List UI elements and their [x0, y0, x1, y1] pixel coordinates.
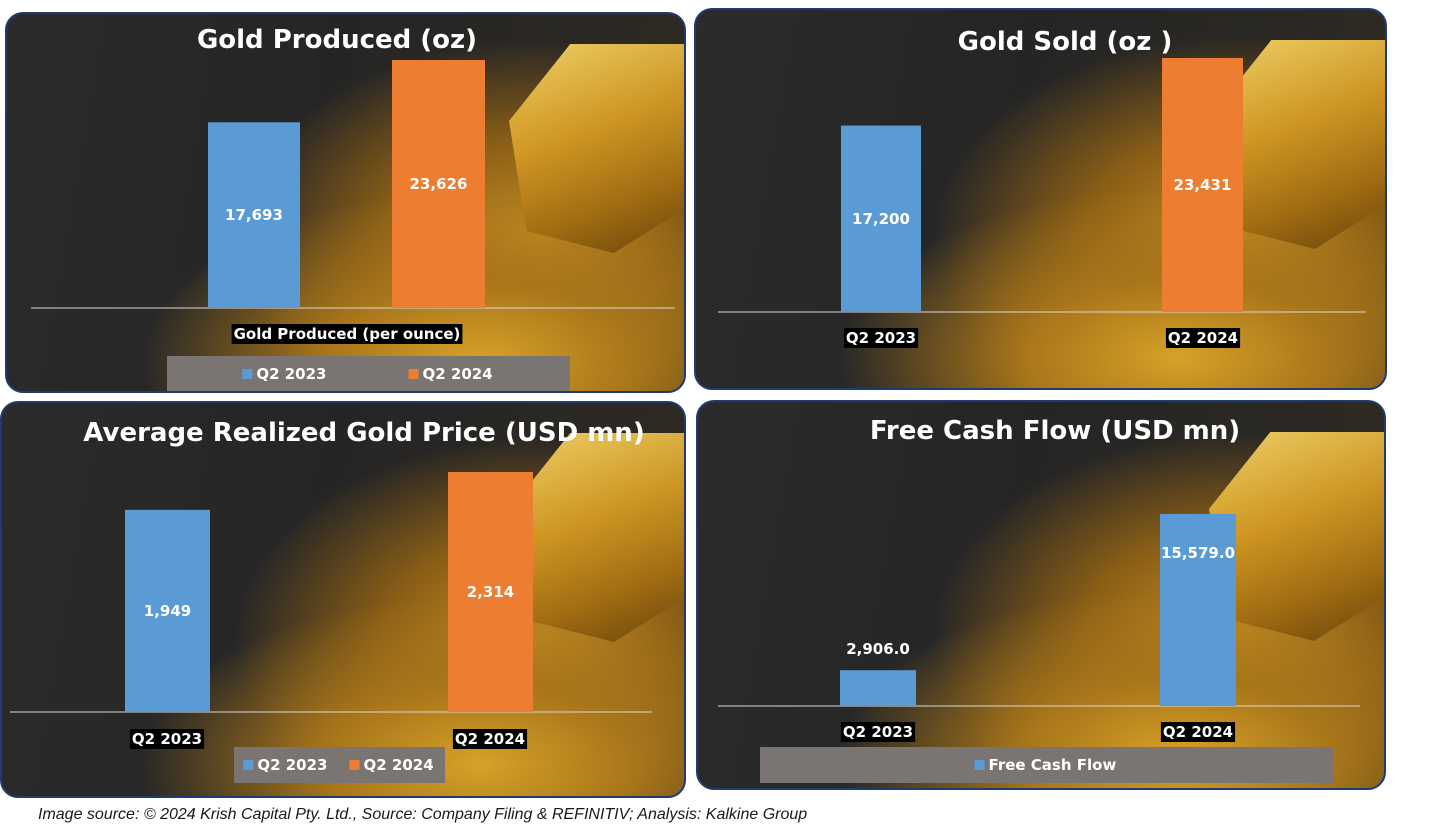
chart-title: Gold Produced (oz): [197, 25, 477, 55]
data-label: 23,431: [1174, 176, 1232, 194]
data-label: 17,693: [225, 206, 283, 224]
x-tick-label-bg: [1160, 722, 1236, 742]
bar: [208, 122, 300, 308]
free-cash-flow-chart: Free Cash Flow (USD mn) 2,906.0 15,579.0 Q2…: [718, 416, 1360, 783]
legend-label: Free Cash Flow: [989, 756, 1117, 774]
bar: [125, 509, 210, 712]
x-tick-label: Gold Produced (per ounce): [234, 325, 461, 343]
legend-swatch: [349, 760, 360, 770]
legend-swatch: [408, 369, 419, 379]
legend-label: Q2 2024: [423, 365, 493, 383]
x-tick-label-bg: [129, 729, 205, 749]
x-tick-label: Q2 2023: [846, 329, 916, 347]
x-tick-label: Q2 2023: [132, 730, 202, 748]
data-label: 2,314: [467, 583, 514, 601]
chart-panel-free-cash-flow: Free Cash Flow (USD mn) 2,906.0 15,579.0 Q2…: [696, 400, 1386, 790]
x-tick-label-bg: [452, 729, 528, 749]
gold-produced-chart: Gold Produced (oz) 17,693 23,626 Gold Produ…: [31, 25, 675, 391]
data-label: 1,949: [144, 602, 191, 620]
data-label: 17,200: [852, 210, 910, 228]
chart-title: Average Realized Gold Price (USD mn): [83, 418, 644, 448]
legend-box: [234, 747, 445, 783]
x-tick-label: Q2 2024: [1163, 723, 1233, 741]
legend-swatch: [242, 369, 253, 379]
data-label: 23,626: [410, 175, 468, 193]
chart-panel-gold-sold: Gold Sold (oz ) 17,200 23,431 Q2 2023 Q2 202…: [694, 8, 1387, 390]
legend-swatch: [243, 760, 254, 770]
gold-sold-chart: Gold Sold (oz ) 17,200 23,431 Q2 2023 Q2 202…: [718, 27, 1366, 348]
legend-label: Q2 2024: [364, 756, 434, 774]
x-tick-label: Q2 2024: [1168, 329, 1238, 347]
source-note: Image source: © 2024 Krish Capital Pty. …: [38, 806, 808, 823]
data-label: 15,579.0: [1161, 544, 1235, 562]
x-tick-label-bg: [231, 324, 463, 344]
bar: [448, 472, 533, 712]
bar: [1162, 58, 1243, 312]
bar: [840, 670, 916, 706]
legend-label: Q2 2023: [256, 365, 326, 383]
bar: [1160, 514, 1236, 706]
x-tick-label-bg: [840, 722, 916, 742]
legend-swatch: [974, 760, 985, 770]
bar: [841, 125, 921, 312]
chart-title: Free Cash Flow (USD mn): [870, 416, 1240, 446]
chart-panel-gold-produced: Gold Produced (oz) 17,693 23,626 Gold Produ…: [5, 12, 686, 393]
x-tick-label-bg: [843, 328, 919, 348]
chart-panel-avg-gold-price: Average Realized Gold Price (USD mn) 1,94…: [0, 401, 686, 798]
legend-box: [760, 747, 1333, 783]
data-label: 2,906.0: [846, 640, 910, 658]
legend-box: [167, 356, 570, 391]
avg-gold-price-chart: Average Realized Gold Price (USD mn) 1,94…: [10, 418, 652, 783]
chart-title: Gold Sold (oz ): [958, 27, 1173, 57]
x-tick-label-bg: [1165, 328, 1241, 348]
legend-label: Q2 2023: [257, 756, 327, 774]
bar: [392, 60, 485, 308]
x-tick-label: Q2 2023: [843, 723, 913, 741]
x-tick-label: Q2 2024: [455, 730, 525, 748]
